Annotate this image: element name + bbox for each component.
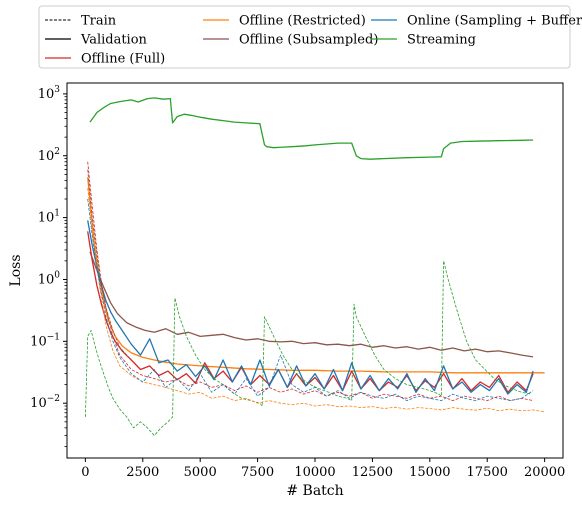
- x-tick-label: 20000: [524, 465, 565, 480]
- series-line-offline-subsampled-validation: [89, 251, 534, 358]
- x-tick-label: 2500: [126, 465, 159, 480]
- legend-label-offline-restricted: Offline (Restricted): [239, 14, 366, 29]
- x-axis-label: # Batch: [286, 483, 343, 499]
- y-axis-label: Loss: [8, 254, 24, 286]
- plot-frame: [66, 82, 564, 459]
- ticks-layer: 0 2500 5000 7500 10000 12500 15000 17500 20000 10…: [30, 85, 565, 480]
- legend-label-offline-full: Offline (Full): [81, 52, 165, 67]
- series-line-offline-restricted-train: [87, 188, 545, 413]
- y-tick-label: 103: [38, 85, 61, 102]
- legend-label-offline-subsampled: Offline (Subsampled): [239, 33, 378, 48]
- legend-label-streaming: Streaming: [407, 33, 476, 48]
- y-tick-label: 100: [38, 270, 61, 287]
- x-tick-label: 0: [81, 465, 89, 480]
- legend-label-validation: Validation: [80, 33, 148, 48]
- series-line-offline-restricted-validation: [87, 177, 545, 374]
- y-tick-label: 102: [38, 147, 60, 164]
- y-tick-label: 10−1: [30, 332, 60, 349]
- legend: Train Validation Offline (Full) Offline (Re…: [38, 5, 582, 69]
- x-tick-label: 7500: [241, 465, 274, 480]
- legend-label-online-sampling-buffer: Online (Sampling + Buffer): [407, 14, 582, 29]
- series-line-offline-full-validation: [87, 231, 534, 393]
- series-line-offline-subsampled-train: [87, 169, 132, 361]
- series-line-streaming-validation: [89, 97, 534, 160]
- x-tick-label: 15000: [409, 465, 450, 480]
- y-tick-label: 101: [38, 209, 60, 226]
- x-tick-label: 5000: [184, 465, 217, 480]
- series-layer: [85, 97, 545, 436]
- x-tick-label: 12500: [352, 465, 393, 480]
- series-line-online-sampling-buffer-train: [87, 198, 534, 402]
- x-tick-label: 17500: [467, 465, 508, 480]
- legend-label-train: Train: [81, 14, 117, 29]
- series-line-online-sampling-buffer-validation: [87, 220, 534, 395]
- y-tick-label: 10−2: [30, 394, 60, 411]
- series-line-offline-full-train: [87, 161, 534, 402]
- x-tick-label: 10000: [294, 465, 335, 480]
- legend-box: [38, 5, 571, 69]
- series-line-streaming-train: [85, 260, 531, 436]
